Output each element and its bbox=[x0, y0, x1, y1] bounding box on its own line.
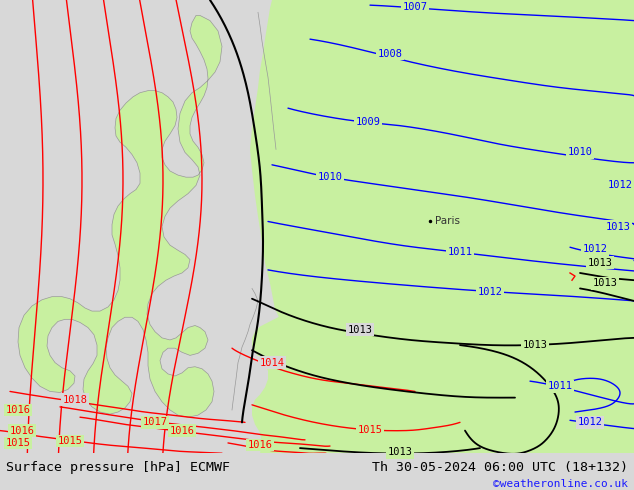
Text: 1012: 1012 bbox=[477, 287, 503, 296]
Text: 1007: 1007 bbox=[403, 2, 427, 12]
Text: 1013: 1013 bbox=[593, 278, 618, 288]
Polygon shape bbox=[250, 0, 634, 453]
Text: 1012: 1012 bbox=[607, 180, 633, 191]
Text: 1016: 1016 bbox=[247, 440, 273, 450]
Text: 1014: 1014 bbox=[259, 358, 285, 368]
Text: 1018: 1018 bbox=[63, 394, 87, 405]
Text: 1011: 1011 bbox=[548, 381, 573, 392]
Text: 1011: 1011 bbox=[448, 247, 472, 257]
Text: 1013: 1013 bbox=[347, 325, 373, 335]
Text: ©weatheronline.co.uk: ©weatheronline.co.uk bbox=[493, 480, 628, 490]
Text: 1010: 1010 bbox=[318, 172, 342, 182]
Text: Surface pressure [hPa] ECMWF: Surface pressure [hPa] ECMWF bbox=[6, 461, 230, 474]
Text: 1016: 1016 bbox=[169, 426, 195, 436]
Text: 1013: 1013 bbox=[387, 447, 413, 457]
Text: 1008: 1008 bbox=[377, 49, 403, 59]
Text: Th 30-05-2024 06:00 UTC (18+132): Th 30-05-2024 06:00 UTC (18+132) bbox=[372, 461, 628, 474]
Polygon shape bbox=[0, 286, 634, 453]
Polygon shape bbox=[18, 16, 222, 417]
Text: 1012: 1012 bbox=[578, 417, 602, 427]
Text: 1015: 1015 bbox=[58, 436, 82, 446]
Text: 1012: 1012 bbox=[583, 245, 607, 254]
Text: 1010: 1010 bbox=[567, 147, 593, 157]
Text: 1013: 1013 bbox=[605, 221, 630, 232]
Text: 1017: 1017 bbox=[143, 417, 167, 427]
Text: 1015: 1015 bbox=[6, 438, 30, 448]
Text: 1013: 1013 bbox=[588, 258, 612, 268]
Text: 1016: 1016 bbox=[10, 426, 34, 436]
Text: 1015: 1015 bbox=[358, 424, 382, 435]
Text: Paris: Paris bbox=[435, 217, 460, 226]
Text: 1009: 1009 bbox=[356, 117, 380, 126]
Text: 1013: 1013 bbox=[522, 340, 548, 350]
Text: 1016: 1016 bbox=[6, 405, 30, 415]
